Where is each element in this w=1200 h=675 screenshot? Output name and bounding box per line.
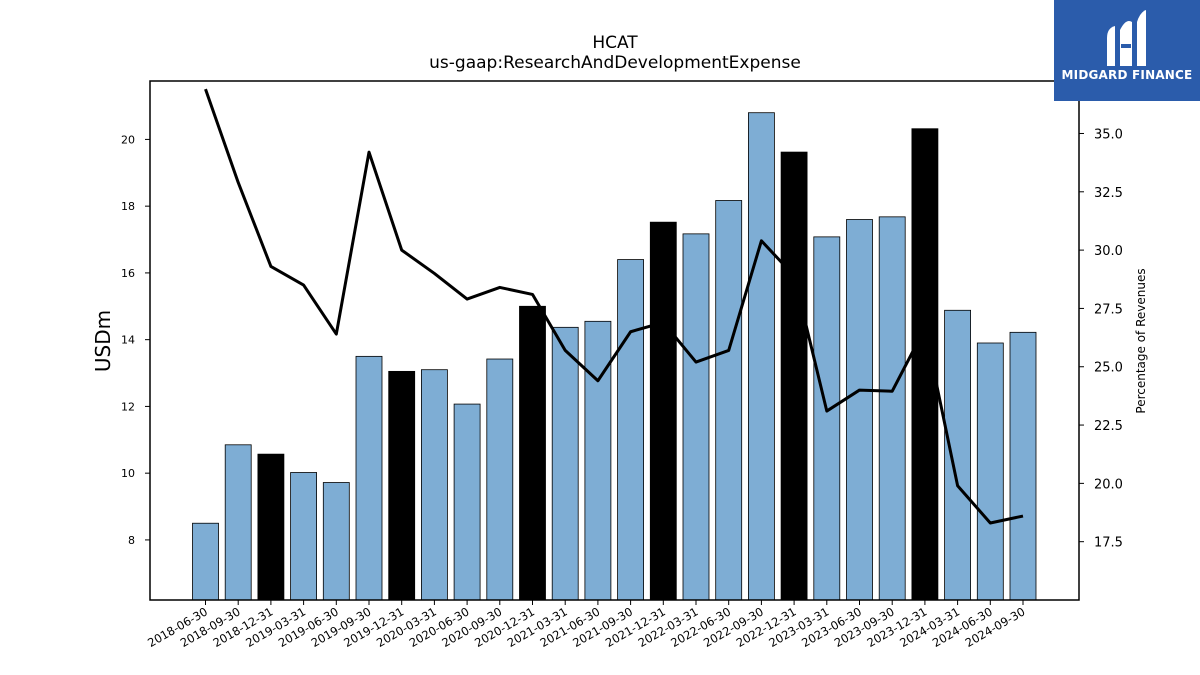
y2-axis-label: Percentage of Revenues xyxy=(1134,268,1148,413)
left-axis: 8 10 12 14 16 18 20 xyxy=(121,133,150,547)
right-axis: 17.5 20.0 22.5 25.0 27.5 30.0 32.5 35.0 xyxy=(1079,127,1123,551)
y-tick-label: 16 xyxy=(121,267,135,280)
bar-2022-03-31 xyxy=(682,233,710,601)
bar-2023-06-30 xyxy=(846,219,873,601)
y2-tick-label: 30.0 xyxy=(1094,244,1123,259)
percentage-line xyxy=(204,88,1024,525)
y2-tick-label: 20.0 xyxy=(1094,477,1123,492)
y-axis-label: USDm xyxy=(91,310,115,372)
bar-2022-06-30 xyxy=(715,200,743,601)
bar-2018-09-30 xyxy=(224,444,252,601)
bar-2018-12-31 xyxy=(257,453,285,601)
line-series xyxy=(204,88,1024,525)
bar-2020-09-30 xyxy=(486,358,514,601)
y2-tick-label: 22.5 xyxy=(1094,419,1123,434)
bar-2020-12-31 xyxy=(519,305,546,601)
bar-2019-03-31 xyxy=(290,472,318,601)
bar-2020-06-30 xyxy=(453,403,481,601)
bar-2021-09-30 xyxy=(617,259,644,601)
bar-2023-03-31 xyxy=(813,236,841,601)
y2-tick-label: 27.5 xyxy=(1094,302,1123,317)
bar-2021-06-30 xyxy=(584,320,612,601)
y-tick-label: 10 xyxy=(121,467,135,480)
bar-series xyxy=(192,112,1037,601)
y-tick-label: 12 xyxy=(121,400,135,413)
y-tick-label: 20 xyxy=(121,133,135,146)
bar-2019-09-30 xyxy=(355,355,383,601)
y-tick-label: 18 xyxy=(121,200,135,213)
y2-tick-label: 25.0 xyxy=(1094,361,1123,376)
bar-2021-03-31 xyxy=(551,326,579,601)
bar-2023-12-31 xyxy=(911,128,939,601)
y-tick-label: 8 xyxy=(128,534,135,547)
logo-mark-icon xyxy=(1107,10,1146,66)
brand-name: MIDGARD FINANCE xyxy=(1061,68,1193,82)
bar-2022-12-31 xyxy=(780,151,808,601)
plot-frame xyxy=(149,80,1080,601)
y-tick-label: 14 xyxy=(121,334,135,347)
bar-2024-03-31 xyxy=(944,309,971,601)
bar-2021-12-31 xyxy=(649,221,677,601)
bar-2024-09-30 xyxy=(1009,331,1037,601)
bar-2019-12-31 xyxy=(388,370,416,601)
x-axis: 2018-06-302018-09-302018-12-312019-03-31… xyxy=(145,600,1028,650)
bar-2022-09-30 xyxy=(748,112,775,601)
bar-2024-06-30 xyxy=(976,342,1004,601)
bar-2018-06-30 xyxy=(192,522,219,601)
bar-2019-06-30 xyxy=(322,482,350,601)
y2-tick-label: 32.5 xyxy=(1094,186,1123,201)
chart-title: HCAT xyxy=(592,33,638,53)
bar-2023-09-30 xyxy=(878,216,906,601)
y2-tick-label: 17.5 xyxy=(1094,536,1123,551)
bar-2020-03-31 xyxy=(420,369,448,601)
y2-tick-label: 35.0 xyxy=(1094,127,1123,142)
chart-subtitle: us-gaap:ResearchAndDevelopmentExpense xyxy=(429,53,801,73)
brand-logo: MIDGARD FINANCE xyxy=(1054,0,1200,101)
